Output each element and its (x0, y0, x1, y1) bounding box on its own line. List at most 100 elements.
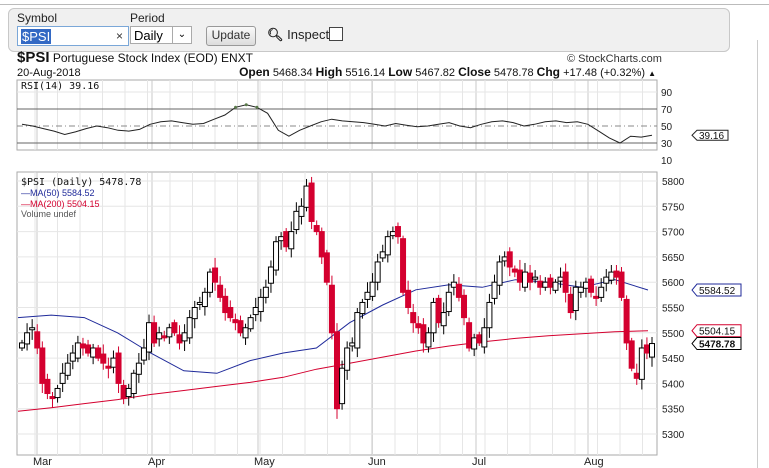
candle-body (176, 334, 183, 344)
candle-body (410, 312, 417, 324)
close-tag-text: 5478.78 (699, 340, 736, 351)
candle-body (232, 319, 239, 324)
candle-body (59, 372, 66, 384)
chart-title: $PSI Portuguese Stock Index (EOD) ENXT (17, 50, 253, 65)
close-tag (691, 337, 742, 351)
rsi-tick: 50 (661, 122, 673, 133)
candle-body (140, 347, 147, 361)
candle-body (105, 365, 112, 369)
candle-body (374, 261, 381, 283)
ohlc-summary: Open 5468.34 High 5516.14 Low 5467.82 Cl… (239, 66, 656, 80)
candle-body (90, 347, 97, 358)
ticker: $PSI (17, 49, 50, 66)
rsi-panel (16, 79, 658, 151)
candle-body (293, 210, 300, 231)
candle-body (303, 185, 310, 208)
symbol-input[interactable]: $PSI × (17, 26, 129, 46)
low-label: Low (388, 65, 413, 79)
price-tick: 5550 (662, 304, 685, 315)
candle-body (638, 347, 645, 380)
candle-body (227, 307, 234, 319)
candle-body (54, 387, 61, 399)
candle-body (201, 291, 208, 307)
chart-date: 20-Aug-2018 (17, 67, 81, 79)
rsi-tick: 70 (661, 105, 673, 116)
period-label: Period (130, 11, 165, 25)
month-label-jul: Jul (472, 456, 486, 468)
stockcharts-credit[interactable]: © StockCharts.com (567, 53, 662, 65)
ma50-tag (691, 283, 742, 297)
candle-body (166, 327, 173, 338)
candle-body (222, 295, 229, 314)
candle-body (110, 357, 117, 368)
price-tick: 5800 (662, 177, 685, 188)
period-select[interactable]: Daily ⌄ (130, 26, 192, 44)
candle-body (146, 322, 153, 353)
candle-body (74, 342, 81, 359)
candle-body (135, 362, 142, 375)
page-scrollbar[interactable] (757, 40, 769, 468)
candle-body (349, 342, 356, 347)
chevron-down-icon[interactable]: ⌄ (172, 27, 191, 43)
candle-body (24, 332, 31, 345)
candle-body (501, 256, 508, 262)
candle-body (582, 281, 589, 289)
top-border (0, 0, 769, 5)
price-tick: 5350 (662, 405, 685, 416)
candle-body (420, 324, 427, 344)
candle-body (547, 277, 554, 288)
price-tick: 5750 (662, 202, 685, 213)
candle-body (384, 236, 391, 256)
rsi-tick: 90 (661, 88, 673, 99)
candle-body (496, 261, 503, 286)
candle-body (649, 343, 655, 358)
inspect-checkbox[interactable] (329, 27, 343, 41)
candle-body (39, 347, 46, 384)
candle-body (400, 238, 407, 293)
candle-body (577, 286, 584, 293)
candle-body (191, 307, 198, 320)
candle-body (394, 226, 401, 238)
candle-body (537, 280, 544, 288)
candle-body (125, 387, 132, 398)
candle-body (450, 281, 457, 288)
candle-body (364, 291, 371, 300)
update-button[interactable]: Update (206, 26, 256, 46)
candle-body (29, 327, 36, 331)
candle-body (542, 281, 549, 288)
candle-body (435, 297, 442, 324)
candle-body (283, 231, 290, 248)
candle-body (262, 286, 269, 298)
symbol-value: $PSI (21, 29, 52, 44)
chg-value: +17.48 (+0.32%) (563, 67, 646, 79)
candle-body (196, 301, 203, 305)
month-label-mar: Mar (33, 456, 52, 468)
candle-body (445, 291, 452, 313)
up-arrow-icon: ▲ (648, 69, 656, 78)
candle-body (95, 347, 102, 359)
candle-body (516, 269, 523, 283)
candle-body (588, 278, 595, 293)
candle-body (186, 317, 193, 339)
rsi-tick: 30 (661, 139, 673, 150)
candle-body (567, 293, 574, 314)
candle-body (628, 340, 635, 369)
index-name: Portuguese Stock Index (EOD) (52, 51, 218, 65)
candle-body (389, 231, 396, 237)
candle-body (334, 331, 340, 410)
candle-body (572, 286, 579, 312)
candle-body (476, 334, 483, 344)
month-label-may: May (254, 456, 275, 468)
candle-body (552, 281, 559, 291)
candle-body (323, 252, 330, 283)
candle-body (643, 344, 650, 354)
rsi-overbought-mark (244, 103, 248, 107)
candle-body (257, 296, 264, 313)
candle-body (120, 384, 127, 400)
candle-body (181, 332, 188, 342)
close-value: 5478.78 (493, 67, 534, 79)
price-legend: $PSI (Daily) 5478.78 (21, 177, 141, 188)
inspect-toggle[interactable]: 🔍︎ Inspect (267, 27, 329, 43)
clear-icon[interactable]: × (115, 29, 123, 43)
